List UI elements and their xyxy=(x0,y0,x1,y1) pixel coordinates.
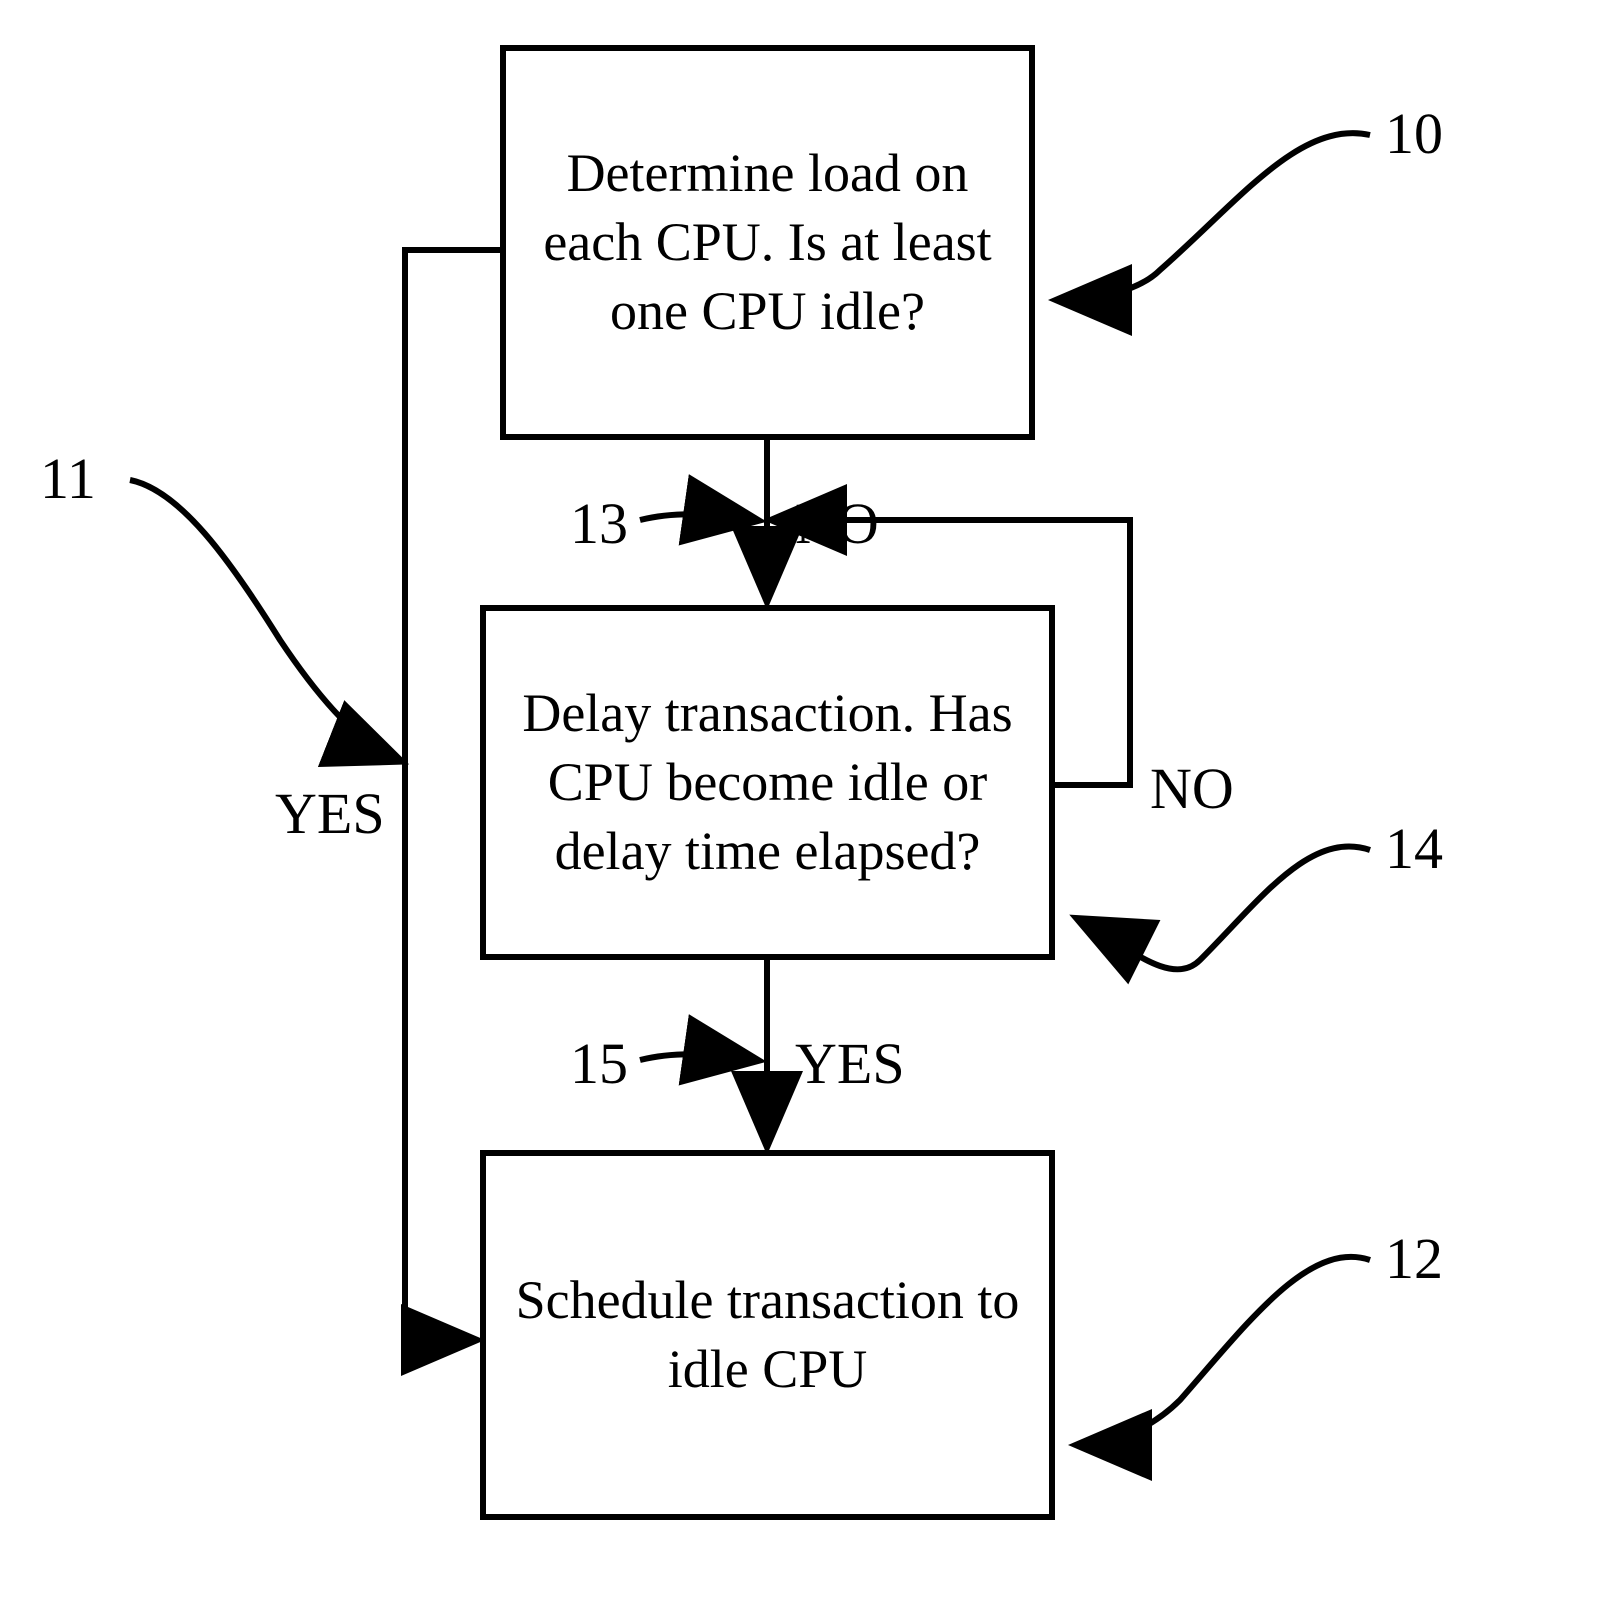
edge-label-yes: YES xyxy=(795,1030,905,1097)
ref-label: 10 xyxy=(1385,100,1443,167)
edge-label-yes: YES xyxy=(275,780,385,847)
decision-box-determine-load: Determine load on each CPU. Is at least … xyxy=(500,45,1035,440)
edge-label-no: NO xyxy=(1150,755,1234,822)
callout-curve xyxy=(130,480,398,760)
ref-label: 11 xyxy=(40,445,96,512)
box-text: Delay transaction. Has CPU become idle o… xyxy=(506,679,1029,886)
decision-box-delay-transaction: Delay transaction. Has CPU become idle o… xyxy=(480,605,1055,960)
ref-label: 12 xyxy=(1385,1225,1443,1292)
box-text: Determine load on each CPU. Is at least … xyxy=(526,139,1009,346)
callout-curve xyxy=(1060,133,1370,300)
box-text: Schedule transaction to idle CPU xyxy=(506,1266,1029,1404)
process-box-schedule-transaction: Schedule transaction to idle CPU xyxy=(480,1150,1055,1520)
ref-label: 14 xyxy=(1385,815,1443,882)
callout-curve xyxy=(640,1054,755,1060)
edge-label-no: NO xyxy=(795,490,879,557)
callout-curve xyxy=(640,514,755,520)
callout-curve xyxy=(1080,1257,1370,1445)
callout-curve xyxy=(1080,847,1370,970)
ref-label: 15 xyxy=(570,1030,628,1097)
ref-label: 13 xyxy=(570,490,628,557)
